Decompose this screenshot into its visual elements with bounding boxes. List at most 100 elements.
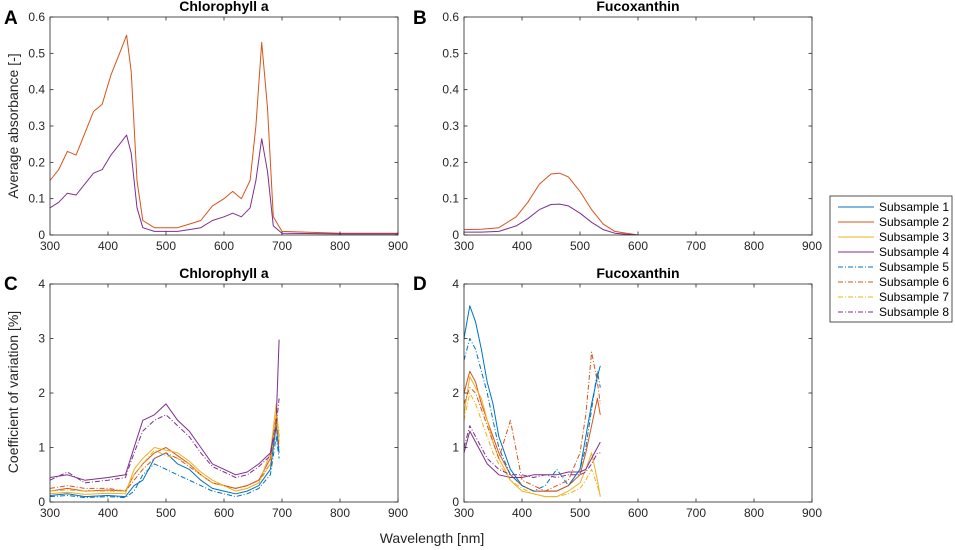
x-tick-label: 700	[686, 506, 706, 520]
axes-frame	[463, 16, 813, 236]
panel-label-c: C	[4, 274, 18, 295]
panel-label-a: A	[4, 8, 18, 29]
panel-d-fucoxanthin-cv: Fucoxanthin 300 400 500 600 700 800 900 0 1 2 3 4	[452, 265, 822, 520]
panel-b-fucoxanthin-absorbance: Fucoxanthin 300 400 500 600 700 800 900 0 0.1 0.2 0…	[442, 0, 822, 253]
y-tick-label: 2	[38, 386, 45, 400]
y-tick-label: 0	[452, 495, 459, 509]
series-line	[464, 305, 601, 492]
x-tick-label: 700	[272, 239, 292, 253]
y-tick-label: 0.2	[28, 155, 45, 169]
legend-entry: Subsample 2	[879, 215, 949, 229]
series-line	[464, 203, 812, 235]
legend-entry: Subsample 1	[879, 200, 949, 214]
panel-title: Chlorophyll a	[179, 265, 269, 281]
panel-title: Fucoxanthin	[596, 0, 679, 14]
x-axis-label-wavelength: Wavelength [nm]	[380, 530, 485, 546]
x-tick-label: 900	[388, 239, 408, 253]
x-tick-label: 800	[744, 239, 764, 253]
y-tick-label: 3	[38, 332, 45, 346]
x-tick-label: 400	[512, 239, 532, 253]
series-line	[50, 436, 280, 499]
y-tick-label: 1	[452, 441, 459, 455]
axes-frame	[463, 283, 813, 503]
x-tick-label: 500	[156, 239, 176, 253]
series-line	[464, 351, 601, 492]
legend-entry: Subsample 6	[879, 275, 949, 289]
legend-entry: Subsample 4	[879, 245, 949, 259]
x-tick-label: 600	[214, 239, 234, 253]
legend-entry: Subsample 5	[879, 260, 949, 274]
y-tick-label: 0	[38, 495, 45, 509]
series-line	[50, 134, 398, 235]
y-tick-label: 4	[38, 277, 45, 291]
y-axis-label-cv: Coefficient of variation [%]	[5, 311, 21, 473]
legend-box	[829, 195, 953, 323]
panel-label-b: B	[413, 8, 427, 29]
y-tick-label: 0.6	[28, 10, 45, 24]
series-line	[464, 425, 601, 478]
x-tick-label: 800	[330, 239, 350, 253]
y-tick-label: 0	[38, 228, 45, 242]
x-tick-label: 300	[40, 506, 60, 520]
legend-entry: Subsample 8	[879, 305, 949, 319]
panel-title: Fucoxanthin	[596, 265, 679, 281]
series-line	[50, 398, 280, 484]
series-line	[464, 376, 601, 498]
series-line	[464, 338, 601, 492]
x-tick-label: 900	[388, 506, 408, 520]
y-axis-label-absorbance: Average absorbance [-]	[5, 53, 21, 198]
y-tick-label: 0.5	[28, 46, 45, 60]
panel-a-chlorophyll-absorbance: Chlorophyll a 300 400 500 600 700 800 900 0 0.1 0.…	[28, 0, 408, 253]
x-tick-label: 700	[272, 506, 292, 520]
panel-c-chlorophyll-cv: Chlorophyll a 300 400 500 600 700 800 900 0 1 2 3 4	[38, 265, 408, 520]
series-line	[464, 392, 601, 498]
panel-label-d: D	[413, 274, 427, 295]
y-tick-label: 4	[452, 277, 459, 291]
x-tick-label: 400	[512, 506, 532, 520]
x-tick-label: 500	[570, 239, 590, 253]
x-tick-label: 500	[570, 506, 590, 520]
series-line	[464, 370, 601, 492]
series-line	[50, 34, 398, 234]
series-line	[464, 430, 601, 478]
y-tick-label: 0.3	[442, 119, 459, 133]
y-tick-label: 0.6	[442, 10, 459, 24]
x-tick-label: 300	[454, 506, 474, 520]
legend-entry: Subsample 7	[879, 290, 949, 304]
series-line	[50, 339, 280, 481]
series-line	[50, 414, 280, 492]
y-tick-label: 2	[452, 386, 459, 400]
y-tick-label: 0.1	[442, 192, 459, 206]
y-tick-label: 0.4	[28, 83, 45, 97]
x-tick-label: 500	[156, 506, 176, 520]
x-tick-label: 600	[628, 506, 648, 520]
y-tick-label: 0.2	[442, 155, 459, 169]
y-tick-label: 0.4	[442, 83, 459, 97]
x-tick-label: 400	[98, 506, 118, 520]
y-tick-label: 3	[452, 332, 459, 346]
x-tick-label: 900	[802, 506, 822, 520]
x-tick-label: 600	[628, 239, 648, 253]
y-tick-label: 0.3	[28, 119, 45, 133]
series-line	[464, 172, 812, 235]
x-tick-label: 800	[330, 506, 350, 520]
x-tick-label: 300	[454, 239, 474, 253]
x-tick-label: 800	[744, 506, 764, 520]
y-tick-label: 0.1	[28, 192, 45, 206]
x-tick-label: 600	[214, 506, 234, 520]
legend-entry: Subsample 3	[879, 230, 949, 244]
y-tick-label: 1	[38, 441, 45, 455]
axes-frame	[49, 16, 399, 236]
panel-title: Chlorophyll a	[179, 0, 269, 14]
series-line	[50, 419, 280, 492]
x-tick-label: 300	[40, 239, 60, 253]
y-tick-label: 0.5	[442, 46, 459, 60]
x-tick-label: 900	[802, 239, 822, 253]
series-line	[50, 425, 280, 498]
y-tick-label: 0	[452, 228, 459, 242]
series-line	[50, 403, 280, 495]
x-tick-label: 400	[98, 239, 118, 253]
x-tick-label: 700	[686, 239, 706, 253]
